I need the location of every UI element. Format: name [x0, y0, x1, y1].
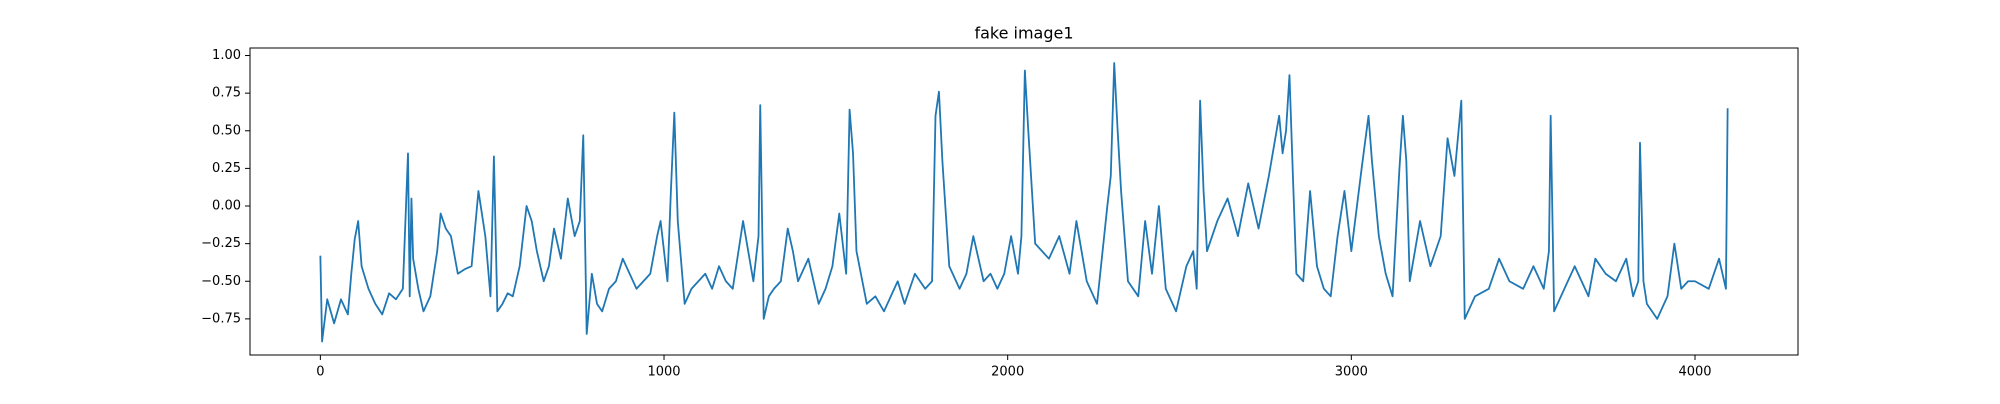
y-tick-label: 0.00	[212, 199, 241, 214]
y-tick-label: 1.00	[212, 48, 241, 63]
y-tick-label: −0.25	[201, 236, 241, 251]
y-tick-label: 0.50	[212, 123, 241, 138]
chart-title: fake image1	[974, 24, 1073, 43]
axes-frame	[249, 47, 1799, 356]
x-tick-label: 1000	[647, 365, 680, 380]
y-tick-label: 0.25	[212, 161, 241, 176]
y-tick-label: −0.75	[201, 311, 241, 326]
y-tick-label: 0.75	[212, 86, 241, 101]
data-line	[319, 62, 1729, 343]
x-tick-label: 3000	[1335, 365, 1368, 380]
x-tick-label: 4000	[1678, 365, 1711, 380]
x-tick-label: 2000	[991, 365, 1024, 380]
y-tick-label: −0.50	[201, 274, 241, 289]
x-tick-label: 0	[316, 365, 324, 380]
